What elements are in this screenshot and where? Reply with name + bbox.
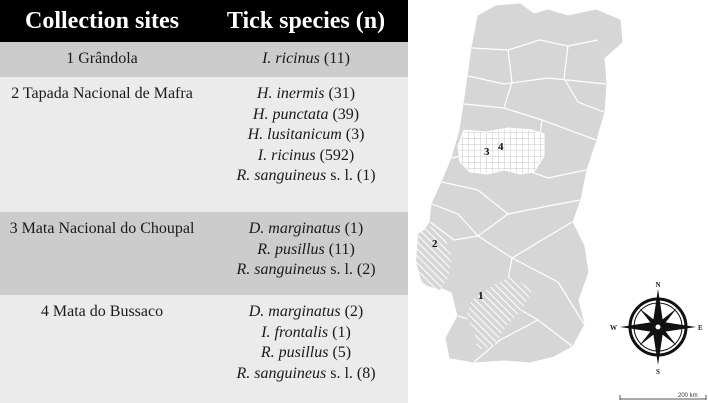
site-cell: 2 Tapada Nacional de Mafra bbox=[11, 85, 193, 102]
species-entry: I. ricinus (592) bbox=[257, 146, 355, 164]
site-cell: 3 Mata Nacional do Choupal bbox=[9, 220, 195, 237]
scale-bar: 200 km bbox=[619, 393, 707, 400]
species-entry: H. punctata (39) bbox=[252, 105, 360, 123]
species-entry: R. pusillus (11) bbox=[257, 240, 355, 258]
species-cell: I. ricinus (11) bbox=[204, 42, 408, 77]
species-cell: H. inermis (31) H. punctata (39) H. lusi… bbox=[204, 77, 408, 212]
scale-label: 200 km bbox=[678, 393, 698, 399]
site-area-3-4 bbox=[457, 127, 545, 175]
compass-east: E bbox=[698, 324, 703, 332]
species-entry: I. frontalis (1) bbox=[261, 323, 351, 341]
site-label-3: 3 bbox=[484, 146, 490, 158]
species-entry: I. ricinus (11) bbox=[262, 50, 350, 67]
species-entry: H. lusitanicum (3) bbox=[247, 126, 365, 143]
species-entry: R. pusillus (5) bbox=[260, 344, 352, 361]
site-cell: 1 Grândola bbox=[66, 50, 138, 67]
compass-rose-icon: N E S W bbox=[610, 281, 703, 376]
compass-south: S bbox=[656, 368, 660, 376]
portugal-map: 3 4 2 1 N E S W 200 km bbox=[408, 0, 708, 403]
species-cell: D. marginatus (1) R. pusillus (11) R. sa… bbox=[204, 212, 408, 295]
site-label-1: 1 bbox=[478, 290, 484, 302]
species-entry: H. inermis (31) bbox=[256, 85, 356, 102]
table-row: 2 Tapada Nacional de Mafra H. inermis (3… bbox=[0, 77, 408, 212]
site-cell: 4 Mata do Bussaco bbox=[40, 303, 164, 320]
site-area-2 bbox=[416, 226, 452, 290]
table-row: 1 Grândola I. ricinus (11) bbox=[0, 42, 408, 77]
table-header: Collection sites Tick species (n) bbox=[0, 0, 408, 42]
species-entry: D. marginatus (1) bbox=[248, 220, 364, 237]
site-label-2: 2 bbox=[432, 238, 438, 250]
species-entry: D. marginatus (2) bbox=[248, 303, 364, 320]
table-row: 4 Mata do Bussaco D. marginatus (2) I. f… bbox=[0, 295, 408, 403]
portugal-land bbox=[417, 3, 623, 363]
compass-north: N bbox=[656, 281, 661, 289]
collection-table: Collection sites Tick species (n) 1 Grân… bbox=[0, 0, 408, 403]
compass-west: W bbox=[610, 324, 617, 332]
species-cell: D. marginatus (2) I. frontalis (1) R. pu… bbox=[204, 295, 408, 403]
site-label-4: 4 bbox=[498, 141, 504, 153]
table-row: 3 Mata Nacional do Choupal D. marginatus… bbox=[0, 212, 408, 295]
header-tick-species: Tick species (n) bbox=[226, 7, 386, 34]
site-area-1 bbox=[466, 276, 532, 350]
header-collection-sites: Collection sites bbox=[25, 7, 179, 34]
species-entry: R. sanguineus s. l. (1) bbox=[236, 167, 376, 184]
species-entry: R. sanguineus s. l. (2) bbox=[236, 261, 376, 278]
map-svg: 3 4 2 1 N E S W 200 km bbox=[416, 3, 707, 400]
species-entry: R. sanguineus s. l. (8) bbox=[236, 364, 376, 382]
